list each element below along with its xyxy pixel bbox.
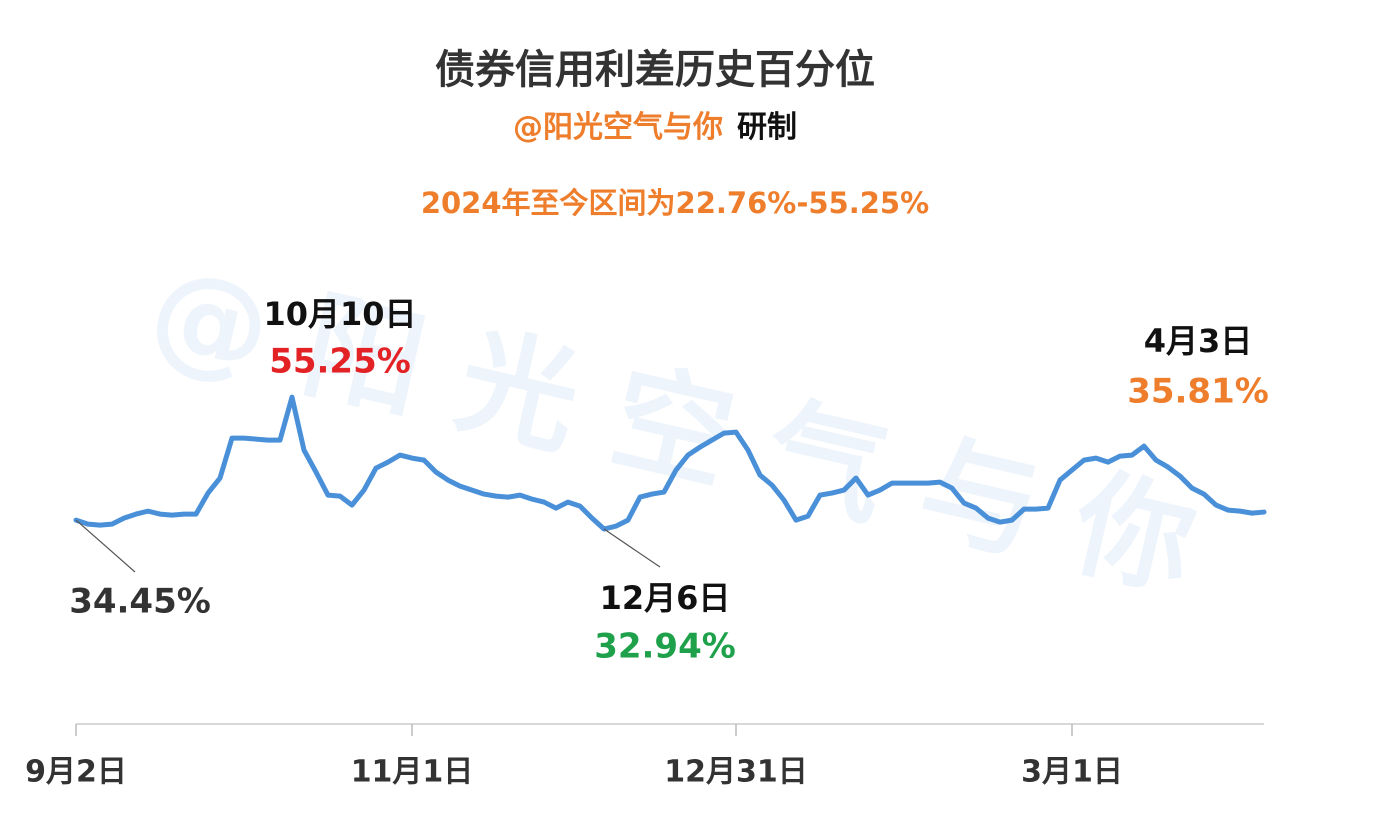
data-label: 35.81% (1127, 372, 1269, 412)
chart-subtitle: @阳光空气与你 研制 (513, 110, 797, 145)
x-tick-label: 9月2日 (25, 755, 127, 790)
data-label: 34.45% (69, 582, 211, 622)
leader-line (603, 528, 661, 568)
x-tick-label: 12月31日 (664, 755, 808, 790)
data-label: 32.94% (594, 627, 736, 667)
data-label: 55.25% (269, 342, 411, 382)
x-tick-label: 11月1日 (351, 755, 474, 790)
line-series (73, 394, 1267, 532)
point-date-label: 4月3日 (1144, 322, 1253, 360)
chart-title: 债券信用利差历史百分位 (435, 47, 875, 93)
x-tick-label: 3月1日 (1021, 755, 1123, 790)
leader-line (75, 519, 136, 573)
range-note: 2024年至今区间为22.76%-55.25% (421, 186, 929, 220)
subtitle-suffix: 研制 (737, 110, 797, 145)
subtitle-author: @阳光空气与你 (513, 110, 723, 145)
point-date-label: 12月6日 (600, 579, 731, 617)
point-date-label: 10月10日 (263, 295, 416, 333)
